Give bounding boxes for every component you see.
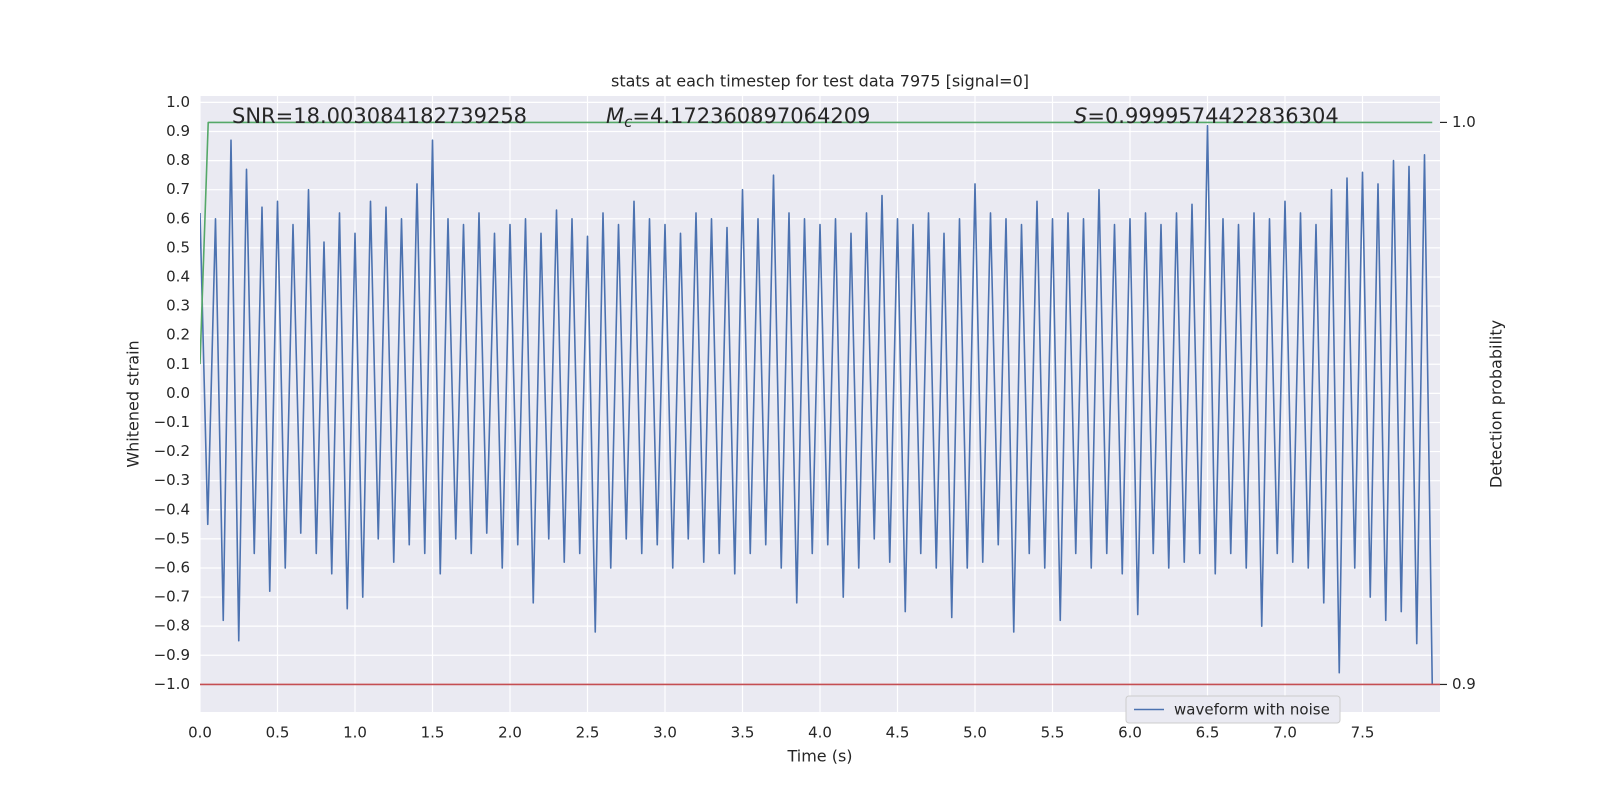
x-tick-label: 5.5	[1041, 724, 1065, 742]
y-tick-label: −0.9	[154, 646, 190, 664]
annotation-subscript: c	[624, 113, 633, 131]
annotation-value: =0.9999574422836304	[1087, 104, 1338, 128]
x-tick-label: 1.5	[421, 724, 445, 742]
y-tick-label: 0.4	[166, 267, 190, 285]
x-tick-label: 5.0	[963, 724, 987, 742]
y-tick-label: 0.7	[166, 180, 190, 198]
y-tick-label: −0.3	[154, 471, 190, 489]
series-line	[200, 124, 1434, 685]
legend-label: waveform with noise	[1174, 701, 1330, 719]
x-tick-label: 4.0	[808, 724, 832, 742]
y2-axis-label: Detection probability	[1487, 320, 1506, 488]
x-tick-label: 7.0	[1273, 724, 1297, 742]
y-tick-label: −0.6	[154, 558, 190, 576]
x-tick-label: 4.5	[886, 724, 910, 742]
x-tick-label: 0.0	[188, 724, 212, 742]
legend-box	[1125, 695, 1341, 724]
series-line	[200, 121, 1433, 365]
x-tick-label: 6.5	[1196, 724, 1220, 742]
y-tick-label: −0.4	[154, 500, 190, 518]
y-tick-label: 0.5	[166, 238, 190, 256]
x-tick-label: 3.0	[653, 724, 677, 742]
x-tick-label: 3.5	[731, 724, 755, 742]
annotation: SNR=18.003084182739258	[232, 104, 527, 128]
y-tick-label: 0.3	[166, 297, 190, 315]
x-axis-label: Time (s)	[786, 747, 852, 766]
y-tick-label: −0.1	[154, 413, 190, 431]
y-tick-label: 0.8	[166, 151, 190, 169]
x-tick-label: 0.5	[266, 724, 290, 742]
y-tick-label: −0.2	[154, 442, 190, 460]
y-tick-label: 0.9	[166, 122, 190, 140]
legend: waveform with noise	[1125, 695, 1341, 724]
plot-lines	[200, 121, 1440, 686]
y-tick-label: 1.0	[166, 93, 190, 111]
y-tick-label: 0.2	[166, 326, 190, 344]
y-tick-label: −1.0	[154, 675, 190, 693]
annotation-value: =4.172360897064209	[632, 104, 870, 128]
x-tick-label: 2.5	[576, 724, 600, 742]
chart-title: stats at each timestep for test data 797…	[611, 72, 1029, 91]
x-tick-label: 2.0	[498, 724, 522, 742]
y-tick-label: 0.6	[166, 209, 190, 227]
annotation-symbol: S	[1074, 104, 1087, 128]
y-tick-label: −0.7	[154, 588, 190, 606]
annotation: Mc=4.172360897064209	[606, 104, 870, 131]
y-tick-label: 0.1	[166, 355, 190, 373]
y-tick-label: 0.0	[166, 384, 190, 402]
annotation: S=0.9999574422836304	[1074, 104, 1339, 128]
y-axis-label: Whitened strain	[124, 340, 143, 467]
y-tick-label: −0.5	[154, 529, 190, 547]
x-tick-label: 6.0	[1118, 724, 1142, 742]
y2-tick-label: 0.9	[1452, 675, 1476, 693]
y-tick-label: −0.8	[154, 617, 190, 635]
x-tick-label: 7.5	[1351, 724, 1375, 742]
annotation-symbol: M	[606, 104, 624, 128]
y2-tick-label: 1.0	[1452, 113, 1476, 131]
x-tick-label: 1.0	[343, 724, 367, 742]
